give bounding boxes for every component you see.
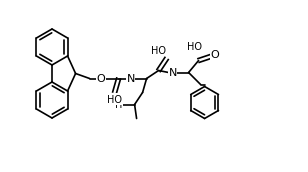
Text: HO: HO — [151, 46, 166, 56]
Text: HO: HO — [107, 94, 122, 105]
Text: H: H — [115, 99, 122, 110]
Text: N: N — [168, 67, 177, 78]
Text: O: O — [96, 73, 105, 83]
Text: N: N — [126, 73, 135, 83]
Text: HO: HO — [187, 41, 202, 51]
Text: O: O — [210, 50, 219, 60]
Text: O: O — [109, 94, 118, 104]
